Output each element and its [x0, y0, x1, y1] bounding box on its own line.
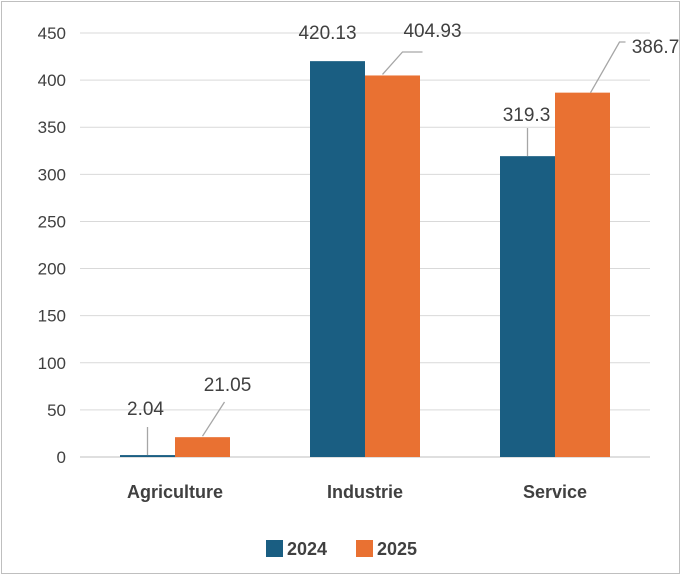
legend-label: 2024 [287, 539, 327, 559]
category-label: Industrie [327, 482, 403, 502]
legend-swatch-2025 [356, 540, 373, 557]
y-tick-label: 400 [38, 71, 66, 90]
legend-label: 2025 [377, 539, 417, 559]
y-tick-label: 300 [38, 165, 66, 184]
data-labels: 2.04 420.13 319.3 21.05 404.93 386.7 [127, 21, 679, 420]
bar-2024-industrie [310, 61, 365, 458]
data-label: 2.04 [127, 399, 164, 420]
data-label: 420.13 [298, 23, 356, 44]
category-label: Agriculture [127, 482, 223, 502]
leader-line [589, 41, 626, 93]
category-label: Service [523, 482, 587, 502]
y-tick-label: 350 [38, 118, 66, 137]
data-label: 386.7 [632, 37, 680, 58]
y-axis-ticks: 0 50 100 150 200 250 300 350 400 450 [38, 24, 66, 467]
y-tick-label: 150 [38, 307, 66, 326]
bar-2025-agriculture [175, 437, 230, 457]
legend: 2024 2025 [266, 539, 417, 559]
y-tick-label: 450 [38, 24, 66, 43]
y-tick-label: 50 [47, 401, 66, 420]
bars [120, 61, 610, 458]
bar-2024-service [500, 156, 555, 457]
label-leader-lines [146, 41, 626, 456]
y-tick-label: 100 [38, 354, 66, 373]
data-label: 404.93 [403, 21, 461, 42]
y-tick-label: 0 [57, 448, 66, 467]
bar-2025-industrie [365, 75, 420, 458]
bar-2024-agriculture [120, 455, 175, 457]
x-axis-categories: Agriculture Industrie Service [127, 482, 587, 502]
bar-2025-service [555, 92, 610, 457]
y-tick-label: 250 [38, 212, 66, 231]
leader-line [201, 401, 226, 437]
data-label: 21.05 [204, 375, 252, 396]
y-tick-label: 200 [38, 260, 66, 279]
leader-line [382, 51, 423, 75]
data-label: 319.3 [503, 105, 551, 126]
legend-swatch-2024 [266, 540, 283, 557]
